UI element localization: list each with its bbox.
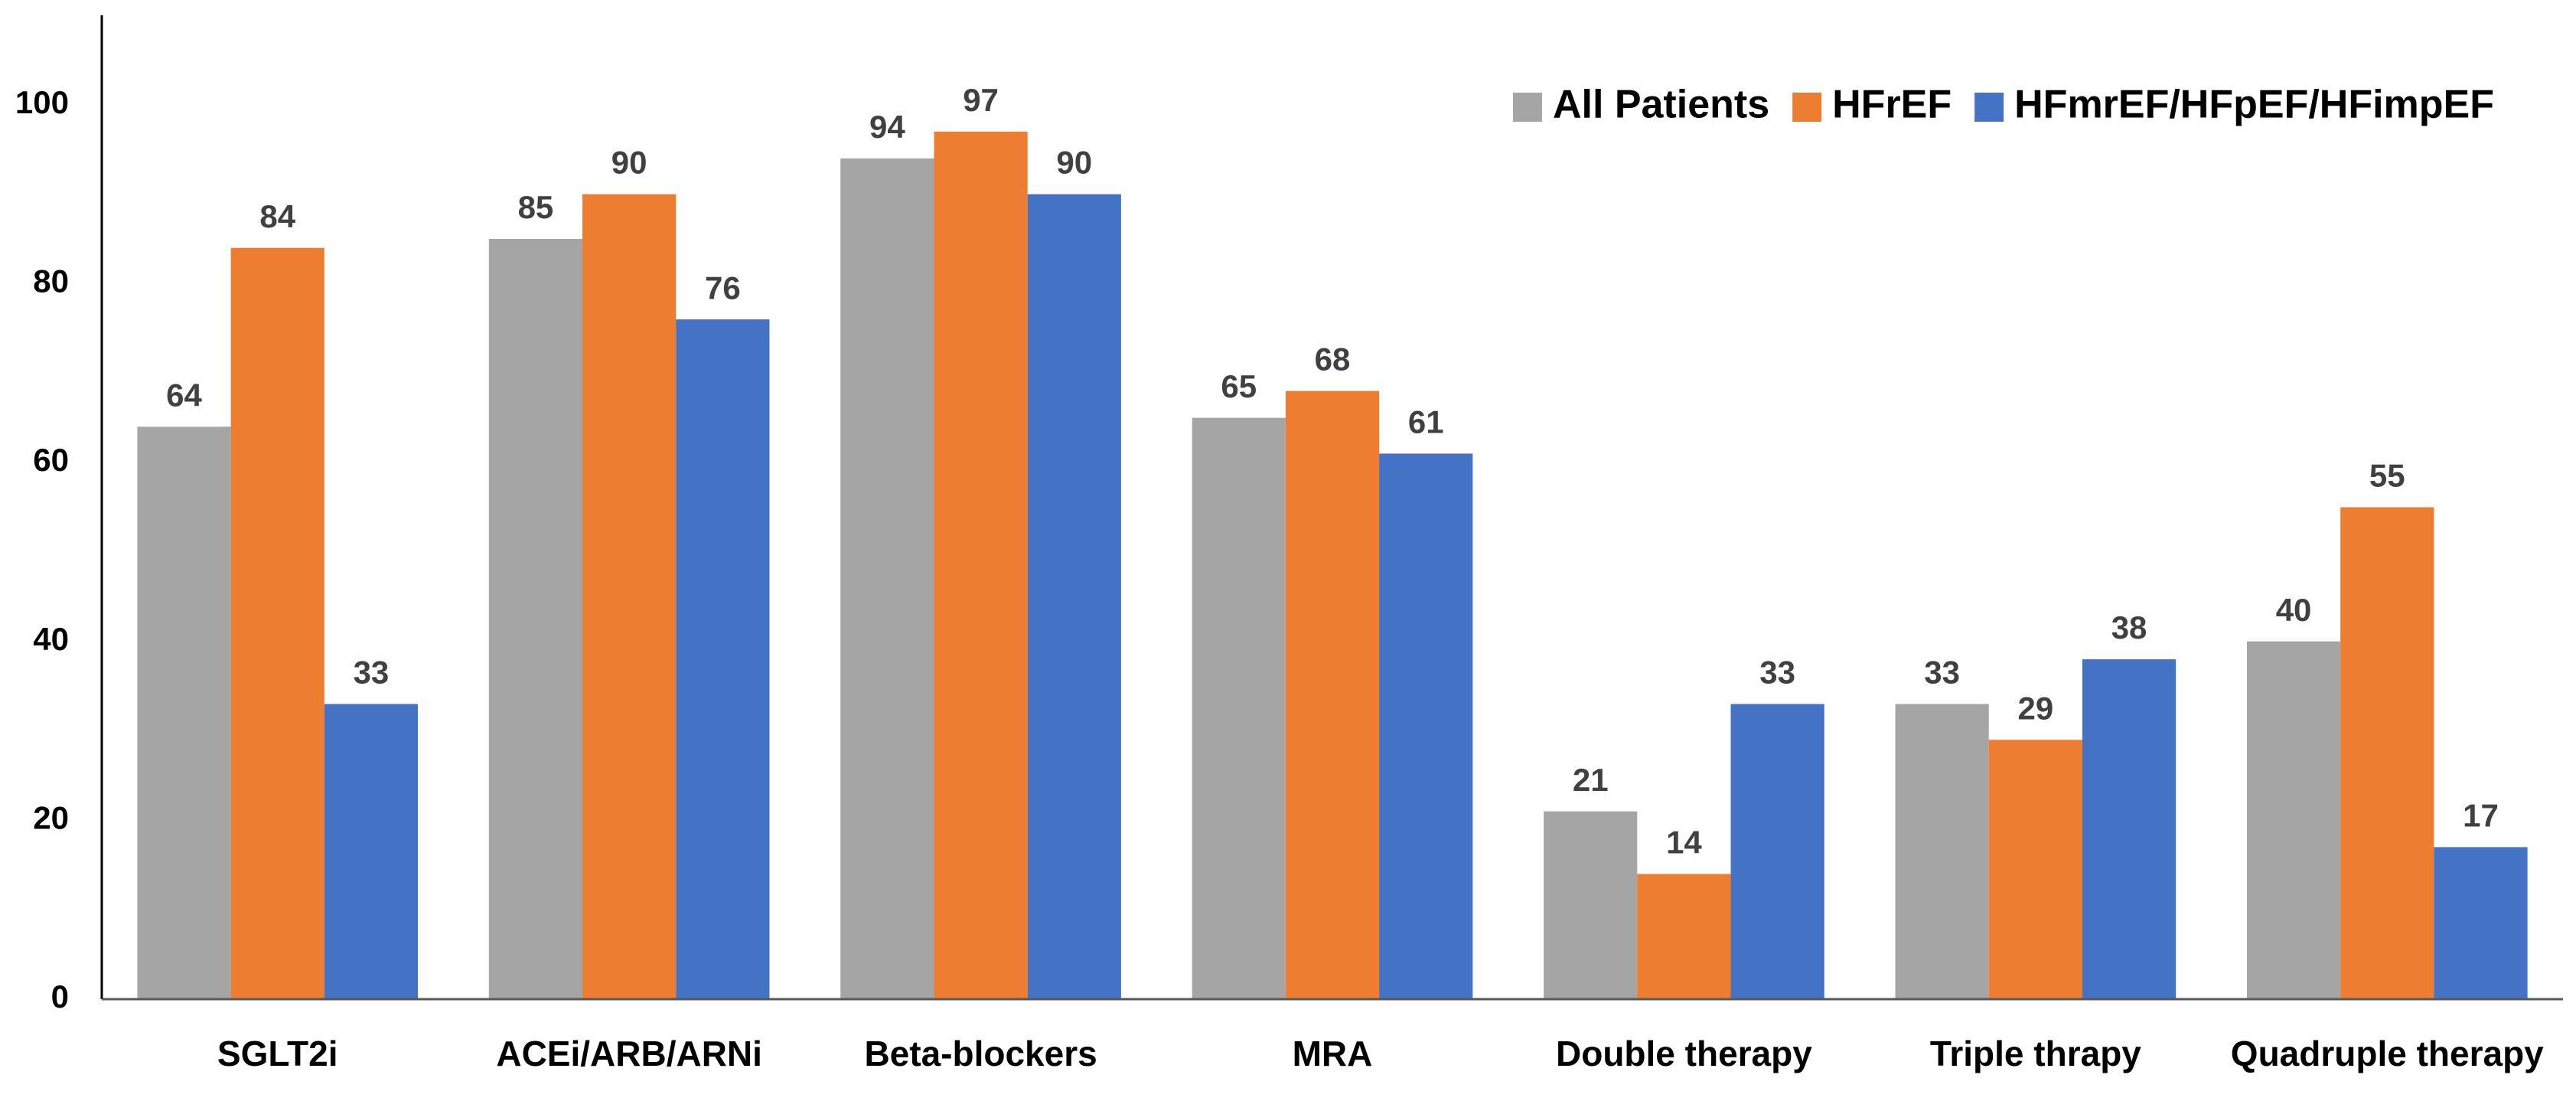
y-tick-label: 60 (33, 442, 69, 478)
bar (676, 319, 770, 999)
data-label: 85 (518, 189, 554, 225)
bar (2246, 641, 2341, 999)
bar (934, 131, 1028, 999)
data-label: 17 (2463, 798, 2499, 834)
x-tick-label: ACEi/ARB/ARNi (496, 1034, 762, 1073)
data-label: 84 (259, 198, 295, 234)
legend-swatch (1792, 93, 1822, 122)
data-label: 33 (354, 655, 390, 691)
bar (1379, 453, 1473, 999)
bar (324, 704, 419, 999)
bar (1027, 194, 1121, 1000)
data-label: 40 (2276, 592, 2312, 628)
bar (2340, 507, 2434, 999)
data-label: 33 (1759, 655, 1795, 691)
bar (1730, 704, 1824, 999)
data-label: 38 (2111, 609, 2147, 645)
bar (840, 158, 934, 1000)
data-label: 76 (705, 270, 741, 305)
data-label: 65 (1221, 368, 1257, 404)
y-tick-label: 80 (33, 263, 69, 299)
data-label: 55 (2369, 458, 2405, 494)
y-tick-label: 40 (33, 621, 69, 657)
bar (1544, 811, 1638, 999)
data-label: 90 (611, 145, 647, 181)
y-tick-label: 0 (51, 978, 69, 1014)
legend-swatch (1974, 93, 2004, 122)
bar (230, 247, 324, 999)
data-label: 90 (1056, 145, 1092, 181)
bar (2434, 847, 2528, 999)
data-label: 97 (963, 82, 999, 118)
data-label: 94 (869, 109, 905, 145)
x-tick-label: MRA (1293, 1034, 1373, 1073)
x-tick-label: Double therapy (1556, 1034, 1812, 1073)
x-tick-label: Beta-blockers (864, 1034, 1097, 1073)
bar (1895, 704, 1989, 999)
legend-label: HFmrEF/HFpEF/HFimpEF (2014, 83, 2494, 127)
legend-label: All Patients (1553, 83, 1769, 127)
bar (1637, 874, 1731, 999)
data-label: 68 (1315, 341, 1351, 377)
bar (1285, 390, 1380, 999)
legend-label: HFrEF (1832, 83, 1952, 127)
x-tick-label: Triple thrapy (1930, 1034, 2141, 1073)
x-tick-label: Quadruple therapy (2231, 1034, 2544, 1073)
bar (1192, 417, 1286, 999)
y-tick-label: 100 (15, 84, 69, 120)
data-label: 61 (1408, 404, 1444, 440)
bar (1988, 740, 2082, 999)
x-tick-label: SGLT2i (217, 1034, 338, 1073)
bar (582, 194, 677, 1000)
y-tick-label: 20 (33, 799, 69, 835)
bar (488, 239, 583, 1000)
legend-swatch (1512, 93, 1542, 122)
data-label: 64 (166, 377, 202, 413)
data-label: 33 (1924, 655, 1960, 691)
bar (137, 426, 231, 999)
data-label: 14 (1666, 825, 1702, 861)
bar (2082, 659, 2177, 999)
data-label: 21 (1573, 762, 1609, 798)
data-label: 29 (2017, 690, 2053, 726)
